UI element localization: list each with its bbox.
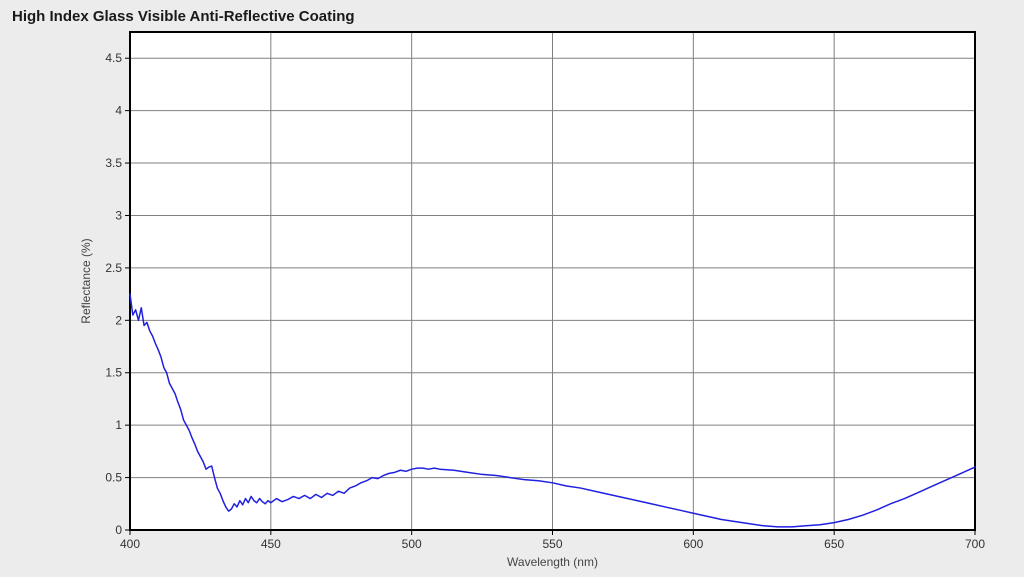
x-tick-label: 400 (120, 537, 140, 551)
y-tick-label: 1.5 (105, 366, 122, 380)
x-axis-label: Wavelength (nm) (507, 555, 598, 569)
chart-svg: 400 450 500 550 600 650 700 Wavelength (nm) 0 0.5… (0, 30, 1024, 577)
x-tick-label: 650 (824, 537, 844, 551)
x-tick-label: 700 (965, 537, 985, 551)
y-tick-label: 2 (115, 313, 122, 327)
x-tick-label: 600 (683, 537, 703, 551)
y-tick-label: 0 (115, 523, 122, 537)
y-tick-label: 3.5 (105, 156, 122, 170)
y-tick-label: 1 (115, 418, 122, 432)
y-tick-label: 2.5 (105, 261, 122, 275)
y-tick-label: 0.5 (105, 471, 122, 485)
y-tick-label: 4 (115, 104, 122, 118)
reflectance-chart: 400 450 500 550 600 650 700 Wavelength (nm) 0 0.5… (0, 30, 1024, 577)
page-title: High Index Glass Visible Anti-Reflective… (12, 8, 355, 25)
y-axis-label: Reflectance (%) (79, 238, 93, 323)
y-tick-label: 4.5 (105, 51, 122, 65)
x-tick-label: 550 (542, 537, 562, 551)
x-tick-label: 500 (402, 537, 422, 551)
x-tick-label: 450 (261, 537, 281, 551)
y-tick-label: 3 (115, 208, 122, 222)
